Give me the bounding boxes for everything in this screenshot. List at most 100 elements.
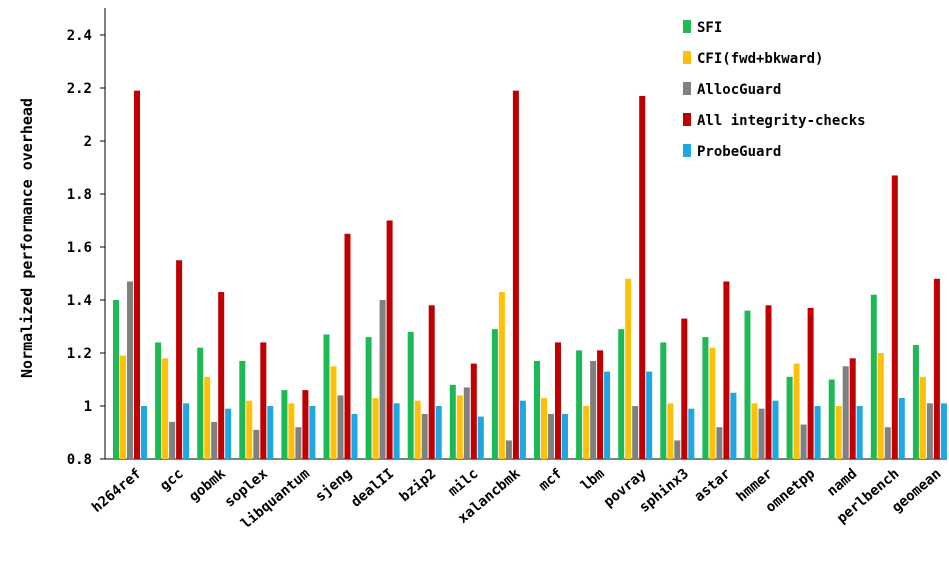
bar-allocguard-gobmk bbox=[211, 421, 218, 459]
bar-sfi-lbm bbox=[576, 350, 583, 459]
bar-group-sphinx3 bbox=[660, 318, 695, 459]
bar-probeguard-dealII bbox=[393, 403, 400, 459]
bar-all-integrity-checks-omnetpp bbox=[807, 307, 814, 459]
bar-all-integrity-checks-astar bbox=[723, 281, 730, 459]
bar-cfi-fwd-bkward--hmmer bbox=[751, 403, 758, 459]
x-tick-label: mcf bbox=[536, 466, 566, 495]
bar-group-bzip2 bbox=[407, 305, 442, 459]
bar-allocguard-namd bbox=[842, 366, 849, 459]
y-tick-label: 0.8 bbox=[67, 452, 92, 468]
y-tick-label: 1.2 bbox=[67, 346, 92, 362]
y-axis: 0.8 1 1.2 1.4 1.6 1.8 2 2.2 2.4 bbox=[67, 8, 106, 468]
bar-sfi-gobmk bbox=[197, 347, 204, 459]
x-tick-label: bzip2 bbox=[397, 466, 440, 505]
bar-sfi-h264ref bbox=[113, 300, 119, 459]
bar-all-integrity-checks-gobmk bbox=[218, 292, 225, 459]
bar-probeguard-namd bbox=[856, 406, 863, 459]
bar-probeguard-gcc bbox=[183, 403, 190, 459]
bar-probeguard-omnetpp bbox=[814, 406, 821, 459]
bar-all-integrity-checks-mcf bbox=[555, 342, 561, 459]
bar-sfi-hmmer bbox=[744, 310, 751, 459]
x-tick-label: gcc bbox=[157, 466, 187, 495]
bar-probeguard-sphinx3 bbox=[688, 408, 695, 459]
bar-series-group bbox=[113, 90, 947, 460]
bar-group-dealII bbox=[365, 220, 400, 459]
bar-probeguard-mcf bbox=[562, 413, 568, 459]
legend-label: CFI(fwd+bkward) bbox=[697, 51, 823, 67]
bar-sfi-gcc bbox=[155, 342, 162, 459]
bar-cfi-fwd-bkward--h264ref bbox=[120, 355, 126, 459]
bar-group-soplex bbox=[239, 342, 274, 459]
bar-allocguard-h264ref bbox=[127, 281, 133, 459]
bar-cfi-fwd-bkward--namd bbox=[835, 406, 842, 459]
bar-allocguard-hmmer bbox=[758, 408, 765, 459]
bar-group-sjeng bbox=[323, 233, 358, 459]
legend-swatch bbox=[683, 82, 691, 95]
bar-sfi-bzip2 bbox=[407, 331, 414, 459]
bar-all-integrity-checks-povray bbox=[639, 95, 646, 459]
bar-probeguard-lbm bbox=[604, 371, 611, 459]
legend-label: AllocGuard bbox=[697, 82, 781, 98]
bar-allocguard-xalancbmk bbox=[505, 440, 512, 459]
bar-group-mcf bbox=[534, 342, 568, 459]
bar-all-integrity-checks-hmmer bbox=[765, 305, 772, 459]
bar-all-integrity-checks-bzip2 bbox=[428, 305, 435, 459]
bar-cfi-fwd-bkward--bzip2 bbox=[414, 400, 421, 459]
bar-allocguard-bzip2 bbox=[421, 413, 428, 459]
legend-label: ProbeGuard bbox=[697, 144, 781, 160]
bar-allocguard-milc bbox=[463, 387, 470, 459]
bar-sfi-mcf bbox=[534, 360, 540, 459]
bar-probeguard-sjeng bbox=[351, 413, 358, 459]
bar-sfi-sphinx3 bbox=[660, 342, 667, 459]
bar-sfi-astar bbox=[702, 337, 709, 459]
bar-group-geomean bbox=[912, 278, 947, 459]
bar-group-povray bbox=[618, 95, 653, 459]
bar-allocguard-gcc bbox=[169, 421, 176, 459]
bar-cfi-fwd-bkward--sphinx3 bbox=[667, 403, 674, 459]
bar-sfi-libquantum bbox=[281, 390, 288, 459]
bar-probeguard-gobmk bbox=[225, 408, 232, 459]
bar-cfi-fwd-bkward--soplex bbox=[246, 400, 253, 459]
bar-sfi-omnetpp bbox=[786, 376, 793, 459]
bar-group-lbm bbox=[576, 350, 611, 459]
x-tick-label: dealII bbox=[348, 466, 397, 511]
bar-allocguard-sphinx3 bbox=[674, 440, 681, 459]
x-tick-label: namd bbox=[824, 466, 860, 500]
y-tick-label: 1.6 bbox=[67, 240, 92, 256]
bar-probeguard-geomean bbox=[940, 403, 947, 459]
bar-group-xalancbmk bbox=[491, 90, 526, 460]
bar-all-integrity-checks-sjeng bbox=[344, 233, 351, 459]
y-tick-label: 1.8 bbox=[67, 187, 92, 203]
bar-cfi-fwd-bkward--lbm bbox=[583, 406, 590, 459]
bar-allocguard-astar bbox=[716, 427, 723, 459]
y-tick-label: 2.2 bbox=[67, 81, 92, 97]
bar-allocguard-sjeng bbox=[337, 395, 344, 459]
bar-allocguard-dealII bbox=[379, 300, 386, 459]
bar-all-integrity-checks-sphinx3 bbox=[681, 318, 688, 459]
x-tick-label: h264ref bbox=[89, 466, 144, 516]
x-tick-label: lbm bbox=[578, 466, 608, 495]
bar-all-integrity-checks-libquantum bbox=[302, 390, 309, 459]
bar-probeguard-libquantum bbox=[309, 406, 316, 459]
y-tick-label: 1.4 bbox=[67, 293, 92, 309]
bar-group-omnetpp bbox=[786, 307, 821, 459]
bar-allocguard-mcf bbox=[548, 413, 554, 459]
bar-cfi-fwd-bkward--sjeng bbox=[330, 366, 337, 459]
bar-sfi-dealII bbox=[365, 337, 372, 459]
bar-sfi-sjeng bbox=[323, 334, 330, 459]
bar-group-hmmer bbox=[744, 305, 779, 459]
bar-group-namd bbox=[828, 358, 863, 459]
bar-cfi-fwd-bkward--gcc bbox=[162, 358, 169, 459]
bar-all-integrity-checks-h264ref bbox=[134, 90, 140, 460]
bar-cfi-fwd-bkward--geomean bbox=[919, 376, 926, 459]
bar-allocguard-lbm bbox=[590, 360, 597, 459]
bar-all-integrity-checks-soplex bbox=[260, 342, 267, 459]
legend-swatch bbox=[683, 113, 691, 126]
legend-label: All integrity-checks bbox=[697, 113, 866, 129]
x-tick-label: astar bbox=[691, 466, 734, 505]
legend-label: SFI bbox=[697, 20, 722, 36]
bar-all-integrity-checks-perlbench bbox=[891, 175, 898, 459]
bar-allocguard-libquantum bbox=[295, 427, 302, 459]
bar-all-integrity-checks-dealII bbox=[386, 220, 393, 459]
bar-cfi-fwd-bkward--xalancbmk bbox=[498, 292, 505, 459]
